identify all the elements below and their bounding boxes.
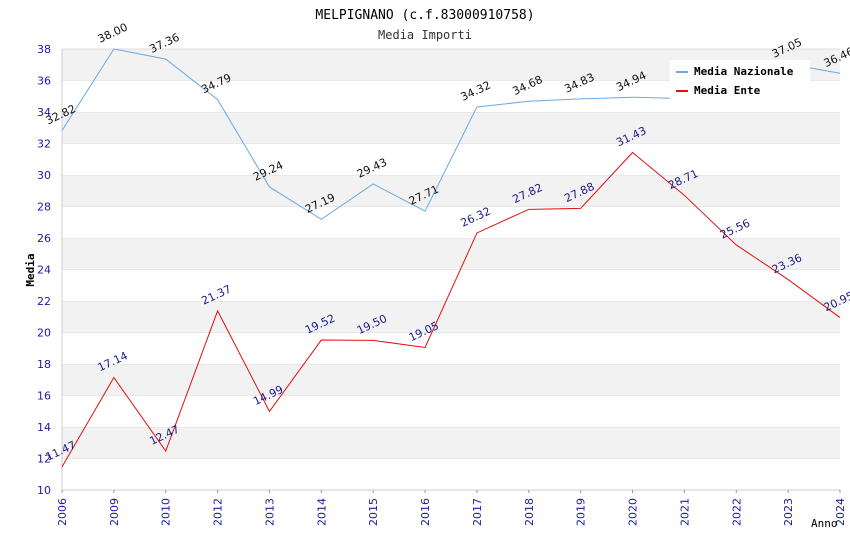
legend: Media Nazionale Media Ente [670, 60, 810, 101]
x-tick-label: 2023 [782, 498, 795, 526]
y-axis-ticks: 10 12 14 16 18 20 22 24 26 28 30 32 34 36 38 [37, 43, 51, 497]
x-tick-label: 2006 [56, 498, 69, 526]
grid-band [62, 458, 840, 490]
chart-subtitle: Media Importi [378, 28, 472, 42]
legend-label-media-ente: Media Ente [694, 84, 761, 97]
grid-band [62, 364, 840, 396]
plot-background-bands [62, 48, 840, 490]
y-tick-label: 32 [37, 138, 51, 151]
x-tick-label: 2020 [627, 498, 640, 526]
y-tick-label: 34 [37, 106, 51, 119]
y-tick-label: 18 [37, 358, 51, 371]
y-tick-label: 36 [37, 75, 51, 88]
x-tick-label: 2018 [523, 498, 536, 526]
chart-title: MELPIGNANO (c.f.83000910758) [315, 8, 534, 23]
x-tick-label: 2019 [575, 498, 588, 526]
y-axis-label: Media [24, 253, 37, 286]
grid-band [62, 206, 840, 238]
x-tick-label: 2012 [212, 498, 225, 526]
grid-band [62, 238, 840, 270]
data-label: 38.00 [96, 21, 130, 46]
y-tick-label: 12 [37, 453, 51, 466]
x-tick-label: 2014 [315, 498, 328, 526]
x-axis-ticks: 2006 2009 2010 2012 2013 2014 2015 2016 2017 2018… [56, 490, 847, 526]
series-line-media-ente [61, 151, 841, 468]
x-tick-label: 2009 [108, 498, 121, 526]
grid-band [62, 175, 840, 207]
x-tick-label: 2016 [419, 498, 432, 526]
x-tick-label: 2015 [367, 498, 380, 526]
x-tick-label: 2021 [678, 498, 691, 526]
y-tick-label: 38 [37, 43, 51, 56]
y-tick-label: 30 [37, 169, 51, 182]
y-tick-label: 22 [37, 295, 51, 308]
grid-band [62, 427, 840, 459]
x-tick-label: 2010 [160, 498, 173, 526]
y-tick-label: 14 [37, 421, 51, 434]
grid-band [62, 332, 840, 364]
y-tick-label: 24 [37, 264, 51, 277]
y-tick-label: 28 [37, 201, 51, 214]
legend-box [670, 60, 810, 101]
y-tick-label: 10 [37, 484, 51, 497]
grid-band [62, 112, 840, 144]
y-tick-label: 26 [37, 232, 51, 245]
x-tick-label: 2013 [263, 498, 276, 526]
x-tick-label: 2024 [834, 498, 847, 526]
x-tick-label: 2022 [730, 498, 743, 526]
legend-label-media-nazionale: Media Nazionale [694, 65, 794, 78]
x-axis-label: Anno [811, 517, 838, 530]
y-tick-label: 16 [37, 390, 51, 403]
grid-band [62, 395, 840, 427]
grid-band [62, 301, 840, 333]
grid-band [62, 269, 840, 301]
y-tick-label: 20 [37, 327, 51, 340]
x-tick-label: 2017 [471, 498, 484, 526]
